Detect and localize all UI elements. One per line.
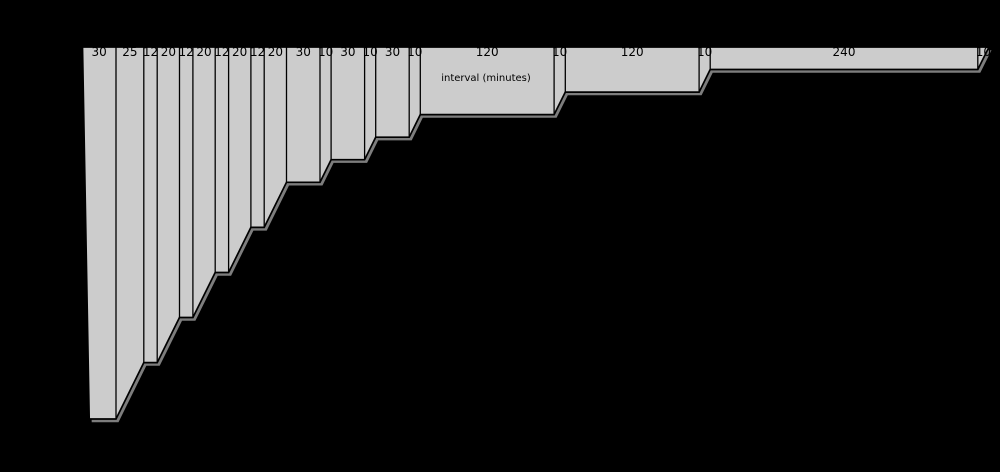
segment-label: 10 xyxy=(407,45,422,59)
segment-label: 12 xyxy=(214,45,229,59)
segment-label: 20 xyxy=(161,45,176,59)
segment-label: 20 xyxy=(196,45,211,59)
segment-label: 240 xyxy=(833,45,856,59)
segment-label: 10 xyxy=(318,45,333,59)
segment-label: 30 xyxy=(385,45,400,59)
segment-label: 12 xyxy=(143,45,158,59)
segment-label: 25 xyxy=(122,45,137,59)
segment-label: 12 xyxy=(179,45,194,59)
segment-label: 12 xyxy=(250,45,265,59)
segment-label: 20 xyxy=(268,45,283,59)
segment-label: 30 xyxy=(296,45,311,59)
segment-label: 10 xyxy=(976,45,991,59)
segment-label: 10 xyxy=(363,45,378,59)
segment-label: 20 xyxy=(232,45,247,59)
segment-label: 120 xyxy=(621,45,644,59)
axis-annotation: interval (minutes) xyxy=(441,73,531,84)
segment-label: 10 xyxy=(552,45,567,59)
chart-layers: 30 25 12 20 12 20 12 20 12 20 30 10 30 10 30 10 120 10 120… xyxy=(81,45,992,423)
segment-label: 30 xyxy=(340,45,355,59)
segment-label: 120 xyxy=(476,45,499,59)
segment-label: 10 xyxy=(697,45,712,59)
segment-label: 30 xyxy=(92,45,107,59)
